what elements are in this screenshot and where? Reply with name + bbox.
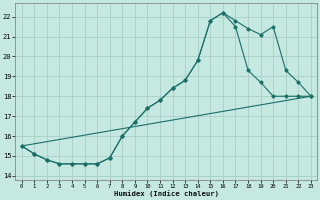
X-axis label: Humidex (Indice chaleur): Humidex (Indice chaleur) [114, 190, 219, 197]
